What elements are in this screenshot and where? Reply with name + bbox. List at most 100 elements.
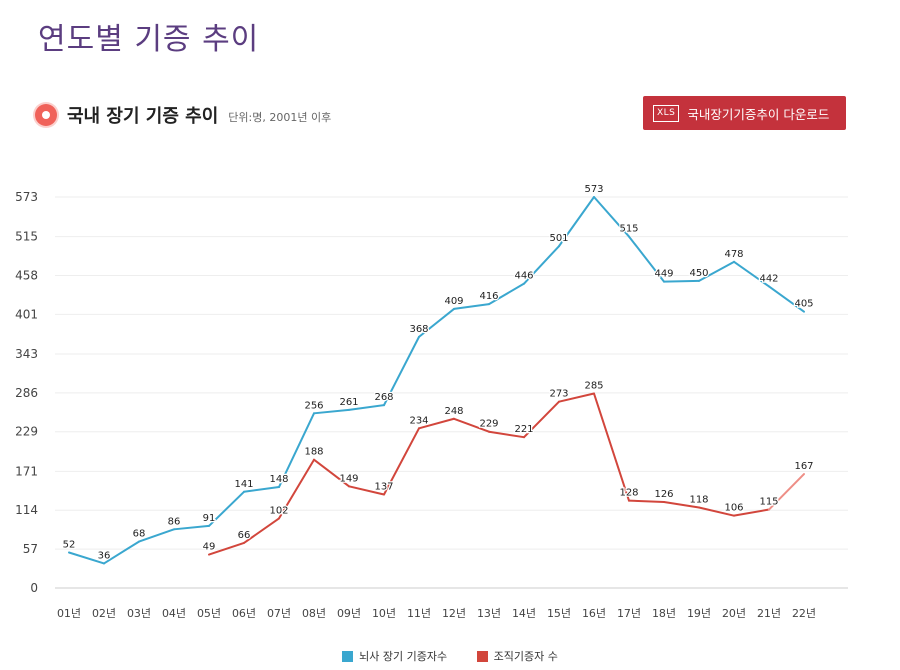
series-line-segment xyxy=(663,279,700,283)
data-label: 446 xyxy=(514,271,533,282)
chart-legend: 뇌사 장기 기증자수 조직기증자 수 xyxy=(0,648,900,665)
x-tick-label: 01년 xyxy=(57,607,81,620)
series-line-segment xyxy=(488,430,525,439)
data-label: 261 xyxy=(339,397,358,408)
data-label: 450 xyxy=(689,268,708,279)
download-button-label: 국내장기기증추이 다운로드 xyxy=(687,106,830,122)
data-label: 478 xyxy=(724,249,743,260)
series-line-segment xyxy=(418,417,455,430)
data-label: 68 xyxy=(133,529,146,540)
x-tick-label: 06년 xyxy=(232,607,256,620)
series-line-segment xyxy=(173,524,210,531)
series-line-segment xyxy=(523,245,560,285)
x-tick-label: 03년 xyxy=(127,607,151,620)
data-label: 149 xyxy=(339,473,358,484)
legend-swatch-series1 xyxy=(342,650,354,662)
page-title: 연도별 기증 추이 xyxy=(38,22,260,57)
legend-item-series1[interactable]: 뇌사 장기 기증자수 xyxy=(342,648,447,664)
data-label: 268 xyxy=(374,392,393,403)
data-label: 248 xyxy=(444,406,463,417)
y-tick-label: 0 xyxy=(30,581,38,595)
series-line-segment xyxy=(453,303,490,310)
series-line-segment xyxy=(733,260,770,288)
series-line-segment xyxy=(383,335,420,407)
x-tick-label: 15년 xyxy=(547,607,571,620)
data-label: 285 xyxy=(584,381,603,392)
series-line-segment xyxy=(313,458,350,488)
x-tick-label: 19년 xyxy=(687,607,711,620)
y-tick-label: 515 xyxy=(15,230,38,244)
data-label: 66 xyxy=(238,530,251,541)
data-label: 515 xyxy=(619,224,638,235)
x-tick-label: 21년 xyxy=(757,607,781,620)
legend-label-series2: 조직기증자 수 xyxy=(493,650,558,663)
series-line-segment xyxy=(278,458,315,520)
data-label: 102 xyxy=(269,505,288,516)
data-label: 442 xyxy=(759,273,778,284)
x-tick-label: 12년 xyxy=(442,607,466,620)
x-tick-label: 05년 xyxy=(197,607,221,620)
line-chart: 0 57 114 171 229 286 343 401 458 515 573 01년 02년 03년 0… xyxy=(15,183,848,620)
data-label: 36 xyxy=(98,550,111,561)
data-label: 256 xyxy=(304,400,323,411)
x-tick-label: 08년 xyxy=(302,607,326,620)
data-label: 141 xyxy=(234,479,253,490)
series-line-segment xyxy=(243,486,280,493)
series-line-segment xyxy=(523,400,560,439)
series-line-segment xyxy=(663,501,700,509)
data-label: 115 xyxy=(759,497,778,508)
series-line-segment xyxy=(103,540,140,565)
legend-item-series2[interactable]: 조직기증자 수 xyxy=(476,648,558,664)
data-label: 128 xyxy=(619,488,638,499)
series-line-segment xyxy=(733,508,770,517)
x-tick-label: 13년 xyxy=(477,607,501,620)
x-tick-label: 02년 xyxy=(92,607,116,620)
data-label: 229 xyxy=(479,419,498,430)
data-label: 106 xyxy=(724,503,743,514)
series-line-segment xyxy=(698,506,735,517)
y-tick-label: 458 xyxy=(15,268,38,282)
data-label: 49 xyxy=(203,542,216,553)
x-tick-label: 07년 xyxy=(267,607,291,620)
x-tick-label: 04년 xyxy=(162,607,186,620)
data-label: 501 xyxy=(549,233,568,244)
data-label: 405 xyxy=(794,299,813,310)
y-tick-label: 573 xyxy=(15,190,38,204)
y-tick-label: 401 xyxy=(15,307,38,321)
y-tick-label: 114 xyxy=(15,503,38,517)
series-line-segment xyxy=(698,260,735,282)
series-line-segment xyxy=(208,490,245,527)
x-tick-label: 14년 xyxy=(512,607,536,620)
xls-file-icon: XLS xyxy=(653,104,680,122)
bullet-icon xyxy=(35,104,57,126)
series-line-segment xyxy=(593,392,630,502)
data-label: 234 xyxy=(409,415,428,426)
series-line-segment xyxy=(348,485,385,496)
section-title: 국내 장기 기증 추이 xyxy=(67,106,219,127)
series-line-segment xyxy=(628,235,665,283)
section-subtitle: 단위:명, 2001년 이후 xyxy=(228,111,332,124)
data-label: 137 xyxy=(374,482,393,493)
data-label: 416 xyxy=(479,291,498,302)
x-tick-label: 18년 xyxy=(652,607,676,620)
series-line-segment xyxy=(453,417,490,433)
data-label: 449 xyxy=(654,269,673,280)
data-label: 273 xyxy=(549,389,568,400)
series-line-segment xyxy=(628,499,665,504)
data-label: 126 xyxy=(654,489,673,500)
x-tick-label: 22년 xyxy=(792,607,816,620)
data-label: 368 xyxy=(409,324,428,335)
series-line-segment xyxy=(593,196,630,238)
data-label: 188 xyxy=(304,447,323,458)
download-button[interactable]: XLS 국내장기기증추이 다운로드 xyxy=(643,96,846,130)
data-label: 221 xyxy=(514,424,533,435)
series-line-segment xyxy=(488,282,525,306)
legend-label-series1: 뇌사 장기 기증자수 xyxy=(359,650,448,663)
series-line-segment xyxy=(383,427,420,496)
series-line-segment xyxy=(243,517,280,544)
series-line-segment xyxy=(208,541,245,556)
series-line-segment xyxy=(418,307,455,338)
y-tick-label: 343 xyxy=(15,347,38,361)
series-line-segment xyxy=(138,528,175,543)
x-tick-label: 17년 xyxy=(617,607,641,620)
